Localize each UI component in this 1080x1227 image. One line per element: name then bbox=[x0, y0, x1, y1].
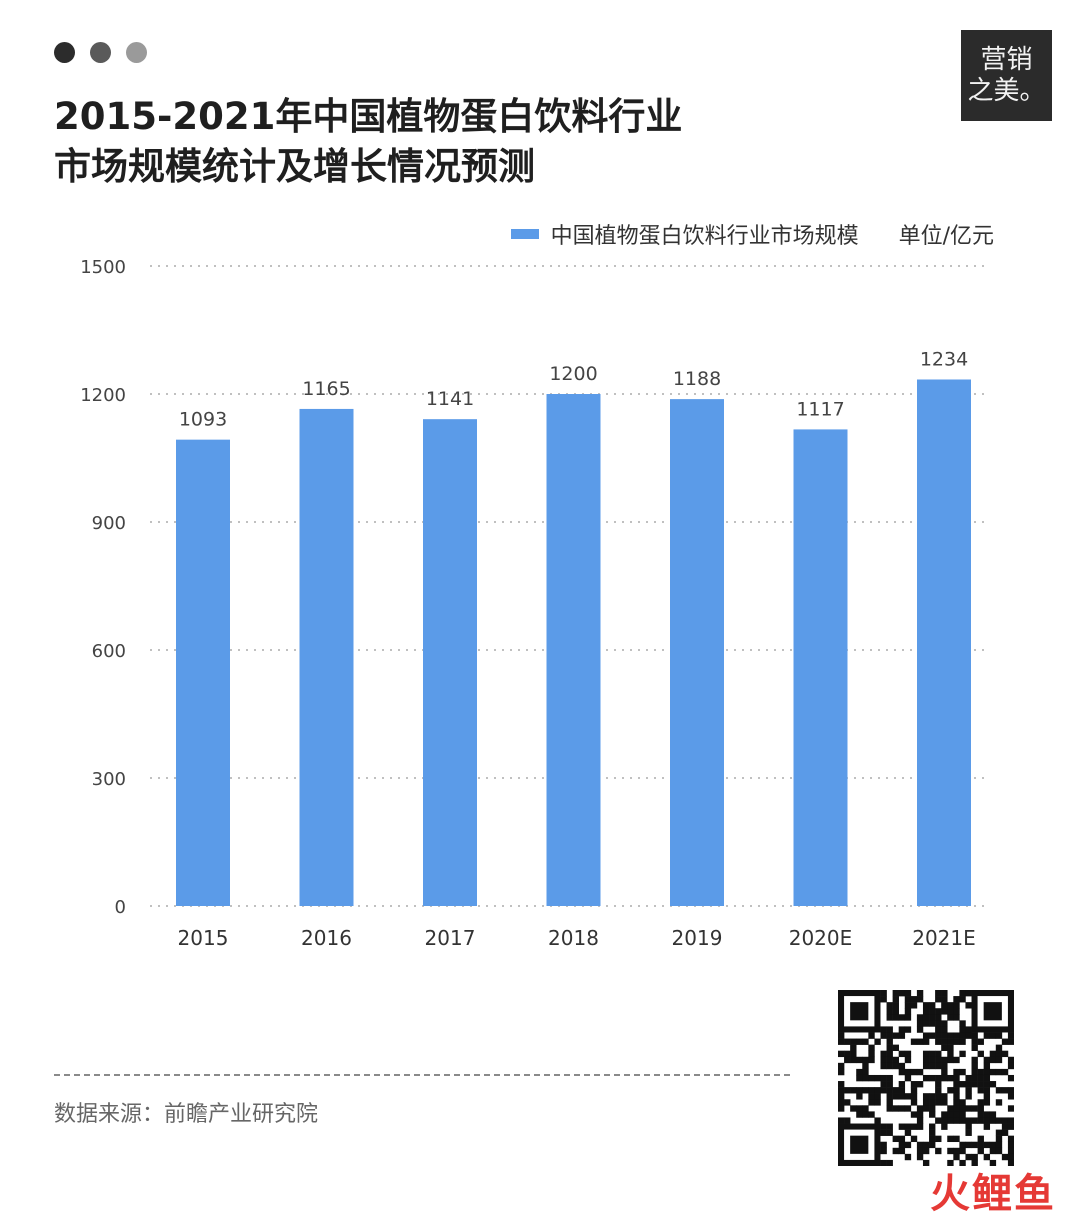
window-dot-dark bbox=[54, 42, 75, 63]
watermark: 火鲤鱼 bbox=[930, 1171, 1056, 1217]
bar bbox=[793, 429, 848, 906]
title-line-1: 2015-2021年中国植物蛋白饮料行业 bbox=[54, 95, 683, 138]
x-tick-label: 2021E bbox=[912, 926, 976, 950]
data-label: 1117 bbox=[796, 398, 844, 420]
logo-line-1: 营销 bbox=[980, 44, 1033, 75]
y-tick-label: 600 bbox=[92, 641, 126, 662]
bar bbox=[176, 439, 230, 906]
qr-code-icon bbox=[838, 990, 1014, 1166]
data-label: 1234 bbox=[920, 348, 968, 370]
bar bbox=[546, 394, 601, 906]
data-label: 1165 bbox=[302, 378, 350, 400]
y-tick-label: 0 bbox=[115, 897, 126, 918]
data-source: 数据来源：前瞻产业研究院 bbox=[54, 1102, 319, 1127]
window-dot-mid bbox=[90, 42, 111, 63]
brand-logo: 营销 之美。 bbox=[961, 30, 1052, 121]
window-dots bbox=[54, 42, 147, 63]
y-tick-label: 1500 bbox=[80, 257, 126, 278]
window-dot-light bbox=[126, 42, 147, 63]
y-tick-label: 900 bbox=[92, 513, 126, 534]
data-label: 1093 bbox=[179, 409, 227, 431]
title-line-2: 市场规模统计及增长情况预测 bbox=[54, 145, 535, 188]
logo-line-2: 之美。 bbox=[967, 75, 1046, 106]
x-tick-label: 2019 bbox=[672, 926, 723, 950]
bar bbox=[670, 399, 724, 906]
legend-unit: 单位/亿元 bbox=[898, 224, 994, 249]
x-tick-label: 2015 bbox=[178, 926, 229, 950]
y-tick-label: 300 bbox=[92, 769, 126, 790]
data-label: 1200 bbox=[549, 363, 597, 385]
chart-legend: 中国植物蛋白饮料行业市场规模 单位/亿元 bbox=[510, 218, 994, 250]
x-tick-label: 2017 bbox=[425, 926, 476, 950]
bar bbox=[299, 408, 354, 906]
data-label: 1141 bbox=[426, 388, 474, 410]
legend-swatch bbox=[510, 229, 539, 239]
x-tick-label: 2016 bbox=[301, 926, 352, 950]
bar-chart: 0 300 600 900 1200 1500 1093 2015 1165 2016 1141 20… bbox=[80, 257, 988, 950]
x-tick-label: 2020E bbox=[789, 926, 853, 950]
data-label: 1188 bbox=[673, 368, 721, 390]
page-title: 2015-2021年中国植物蛋白饮料行业 市场规模统计及增长情况预测 bbox=[54, 92, 682, 192]
bar bbox=[917, 379, 971, 906]
bar bbox=[423, 419, 477, 906]
footer-divider bbox=[54, 1074, 790, 1076]
x-tick-label: 2018 bbox=[548, 926, 599, 950]
legend-label: 中国植物蛋白饮料行业市场规模 bbox=[550, 224, 859, 249]
y-tick-label: 1200 bbox=[80, 385, 126, 406]
